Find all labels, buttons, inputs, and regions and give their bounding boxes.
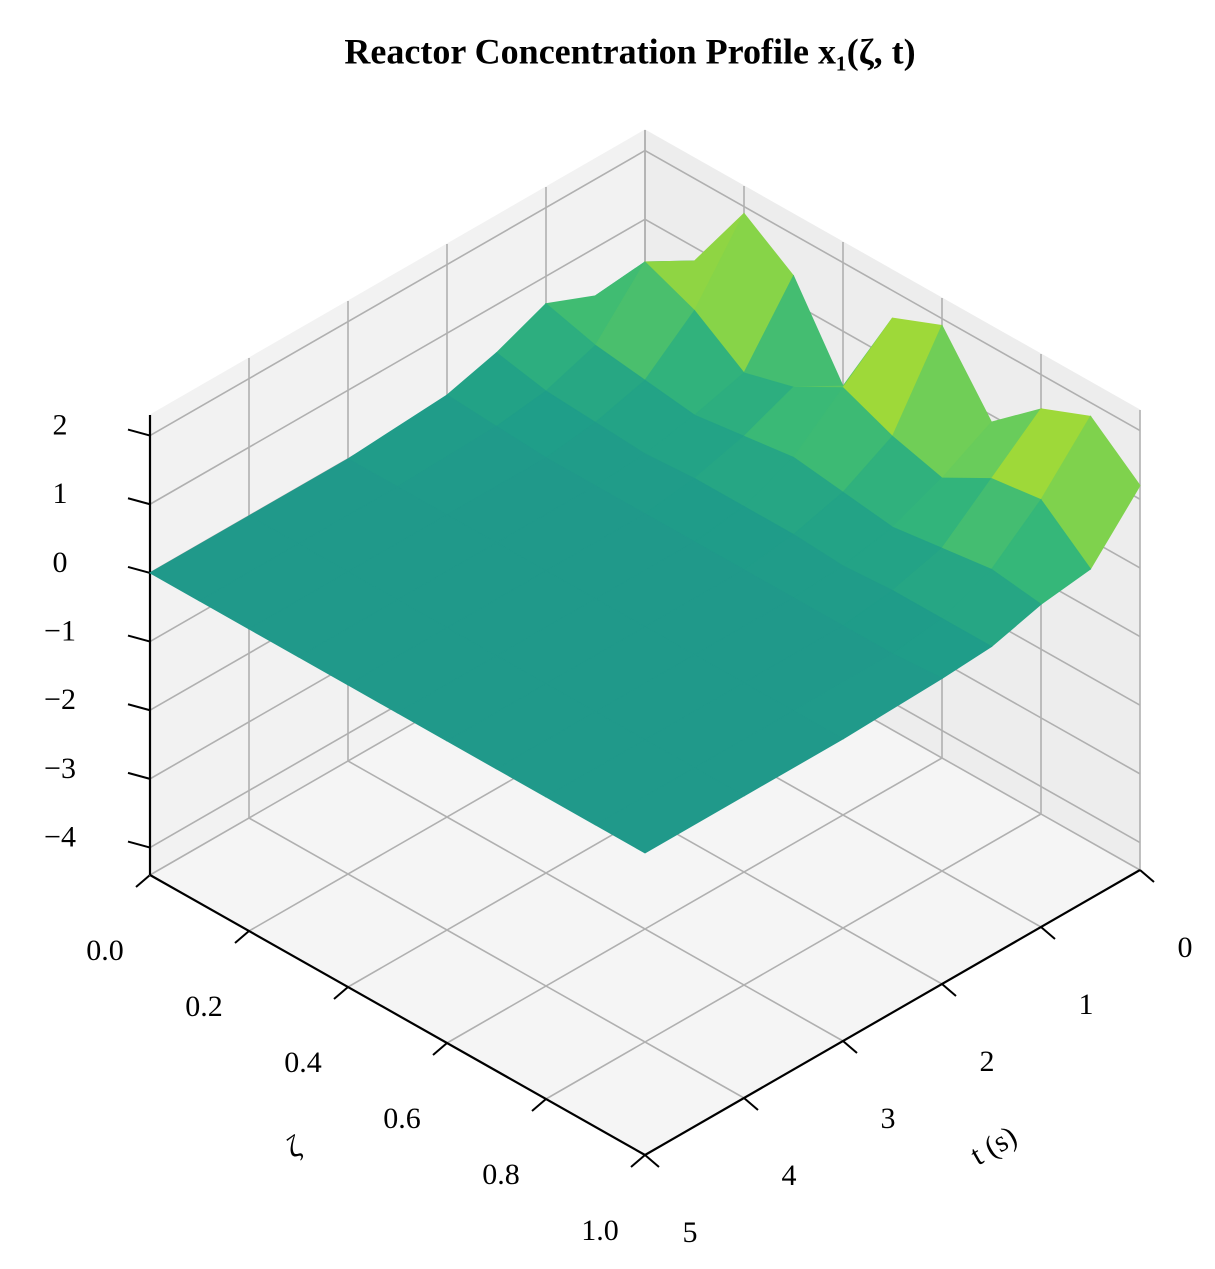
x-tick — [432, 1042, 448, 1056]
y-tick-label: 5 — [683, 1216, 698, 1249]
grid-line — [347, 301, 844, 1042]
y-tick — [941, 983, 957, 997]
z-tick-label: −3 — [44, 752, 76, 785]
z-tick — [127, 565, 151, 574]
y-tick — [644, 1154, 660, 1168]
y-tick-label: 0 — [1178, 931, 1193, 964]
z-tick-label: 1 — [53, 477, 68, 510]
z-tick-label: −2 — [44, 683, 76, 716]
y-tick — [743, 1097, 759, 1111]
grid-line — [248, 358, 745, 1099]
y-tick — [1040, 926, 1056, 940]
x-tick — [135, 874, 151, 888]
z-tick — [127, 771, 151, 780]
z-tick-label: −1 — [44, 614, 76, 647]
z-tick — [127, 497, 151, 506]
x-tick — [234, 930, 250, 944]
x-tick — [333, 986, 349, 1000]
y-axis-label: t (s) — [965, 1120, 1023, 1172]
x-tick — [531, 1098, 547, 1112]
y-tick — [1139, 869, 1155, 883]
x-tick-label: 0.8 — [482, 1158, 520, 1191]
x-tick — [630, 1154, 646, 1168]
z-tick — [127, 634, 151, 643]
x-tick-label: 0.6 — [383, 1102, 421, 1135]
z-tick-label: 0 — [53, 546, 68, 579]
x-tick-label: 1.0 — [581, 1214, 619, 1247]
chart-title: Reactor Concentration Profile x₁(ζ, t) — [344, 31, 915, 71]
z-tick — [127, 428, 151, 437]
y-tick-label: 3 — [881, 1102, 896, 1135]
z-tick — [127, 840, 151, 849]
y-axis — [644, 869, 1141, 1156]
y-tick-label: 2 — [980, 1045, 995, 1078]
z-tick — [127, 703, 151, 712]
surface-patch — [594, 767, 746, 854]
x-tick-label: 0.2 — [185, 990, 223, 1023]
y-tick-label: 1 — [1079, 988, 1094, 1021]
z-tick-label: 2 — [53, 408, 68, 441]
y-tick-label: 4 — [782, 1159, 797, 1192]
x-tick-label: 0.0 — [86, 934, 124, 967]
x-axis — [149, 874, 646, 1156]
x-axis-label: ζ — [280, 1129, 309, 1165]
z-tick-label: −4 — [44, 820, 76, 853]
grid-line — [149, 149, 1141, 437]
y-tick — [842, 1040, 858, 1054]
x-tick-label: 0.4 — [284, 1046, 322, 1079]
